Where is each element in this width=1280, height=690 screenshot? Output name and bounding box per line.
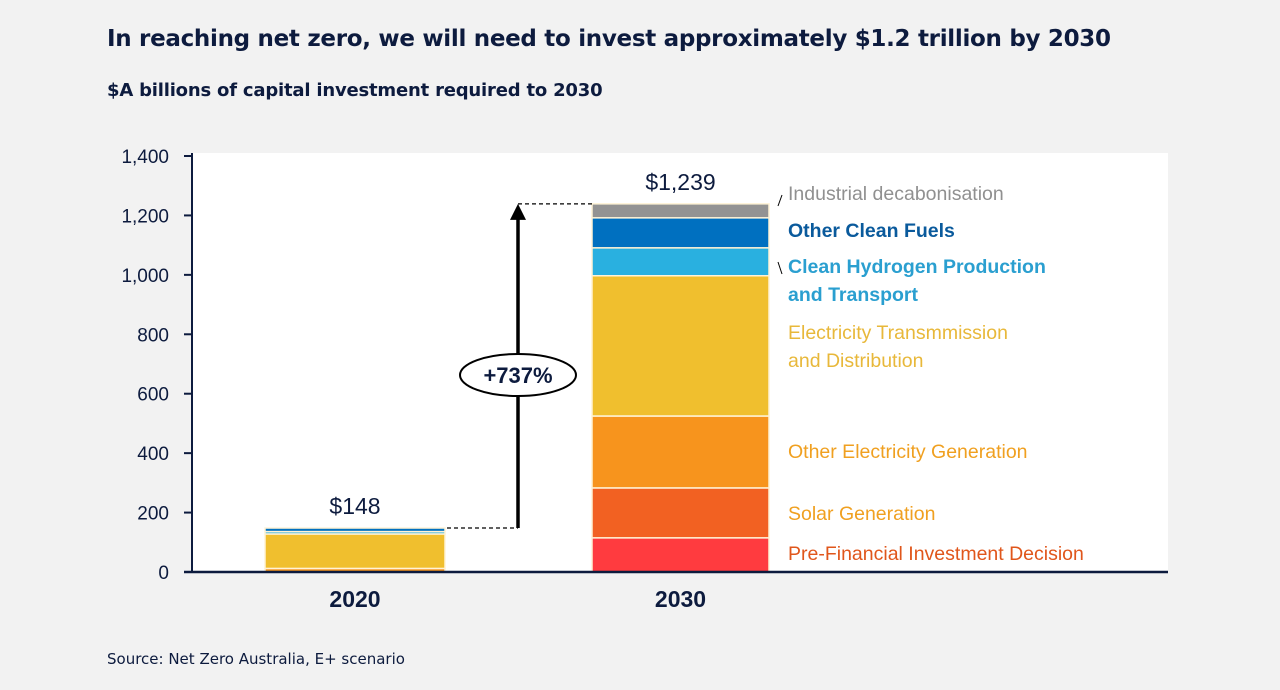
bar-segment <box>264 527 446 533</box>
series-label: Industrial decabonisation <box>788 183 1004 205</box>
series-label: Other Electricity Generation <box>788 441 1028 463</box>
growth-label: +737% <box>483 363 552 388</box>
bar-segment <box>591 415 770 489</box>
y-tick-label: 1,000 <box>121 266 169 287</box>
x-tick-label: 2030 <box>655 586 706 612</box>
total-label: $148 <box>329 493 380 519</box>
bar-segment <box>591 487 770 539</box>
leader-line-industrial <box>777 194 783 207</box>
chart-subtitle: $A billions of capital investment requir… <box>107 80 603 101</box>
y-tick-label: 800 <box>137 325 169 346</box>
y-tick-label: 600 <box>137 385 169 406</box>
series-label: Electricity Transmmission <box>788 322 1008 344</box>
y-tick-label: 1,400 <box>121 147 169 168</box>
growth-badge <box>459 353 577 397</box>
total-label: $1,239 <box>645 169 715 195</box>
bar-segment <box>264 533 446 570</box>
bar-segment <box>591 274 770 417</box>
y-tick-label: 400 <box>137 444 169 465</box>
y-tick-label: 0 <box>158 563 169 584</box>
y-tick-label: 1,200 <box>121 206 169 227</box>
series-label: Solar Generation <box>788 503 935 525</box>
series-label: and Transport <box>788 284 919 306</box>
growth-arrow-head <box>510 203 526 220</box>
y-tick-label: 200 <box>137 504 169 525</box>
chart-title: In reaching net zero, we will need to in… <box>107 26 1111 52</box>
source-note: Source: Net Zero Australia, E+ scenario <box>107 650 405 668</box>
bar-segment <box>591 217 770 249</box>
leader-line-hydrogen <box>777 261 783 275</box>
bar-segment <box>591 203 770 219</box>
x-tick-label: 2020 <box>329 586 380 612</box>
bar-segment <box>591 537 770 573</box>
series-label: Clean Hydrogen Production <box>788 256 1046 278</box>
bar-segment <box>591 247 770 277</box>
series-label: Other Clean Fuels <box>788 220 955 242</box>
series-label: and Distribution <box>788 350 924 372</box>
series-label: Pre-Financial Investment Decision <box>788 543 1084 565</box>
